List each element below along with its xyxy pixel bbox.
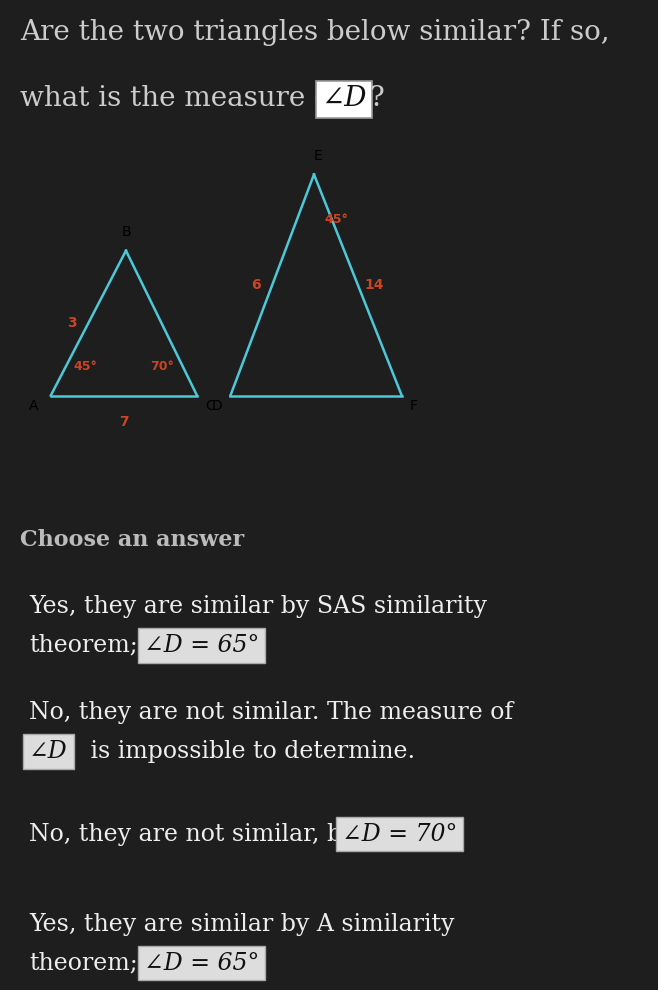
Text: B: B [121, 226, 131, 240]
Text: is impossible to determine.: is impossible to determine. [84, 740, 415, 762]
Text: ∠D: ∠D [321, 85, 367, 113]
Text: ∠D = 65°: ∠D = 65° [144, 951, 259, 974]
Text: 6: 6 [251, 278, 261, 292]
Text: 45°: 45° [324, 213, 348, 226]
Text: ∠D: ∠D [29, 740, 68, 762]
Text: No, they are not similar, but: No, they are not similar, but [29, 823, 374, 845]
Text: ∠D = 65°: ∠D = 65° [144, 634, 259, 656]
Text: what is the measure of: what is the measure of [20, 85, 350, 113]
Text: 7: 7 [119, 415, 129, 430]
Text: Yes, they are similar by A similarity: Yes, they are similar by A similarity [29, 913, 455, 937]
Text: E: E [314, 149, 322, 163]
Text: Yes, they are similar by SAS similarity: Yes, they are similar by SAS similarity [29, 595, 487, 619]
Text: 3: 3 [67, 316, 76, 330]
Text: 14: 14 [365, 278, 384, 292]
Text: ∠D = 70°: ∠D = 70° [342, 823, 457, 845]
Text: No, they are not similar. The measure of: No, they are not similar. The measure of [29, 701, 513, 725]
Text: F: F [410, 399, 418, 413]
Text: ?: ? [361, 85, 384, 113]
Text: C: C [205, 399, 215, 413]
Text: Are the two triangles below similar? If so,: Are the two triangles below similar? If … [20, 19, 609, 46]
Text: 45°: 45° [74, 359, 97, 372]
Text: 70°: 70° [150, 359, 174, 372]
Text: Choose an answer: Choose an answer [20, 529, 244, 550]
Text: D: D [211, 399, 222, 413]
Text: theorem;: theorem; [29, 951, 138, 974]
Text: A: A [29, 399, 38, 413]
Text: theorem;: theorem; [29, 634, 138, 656]
